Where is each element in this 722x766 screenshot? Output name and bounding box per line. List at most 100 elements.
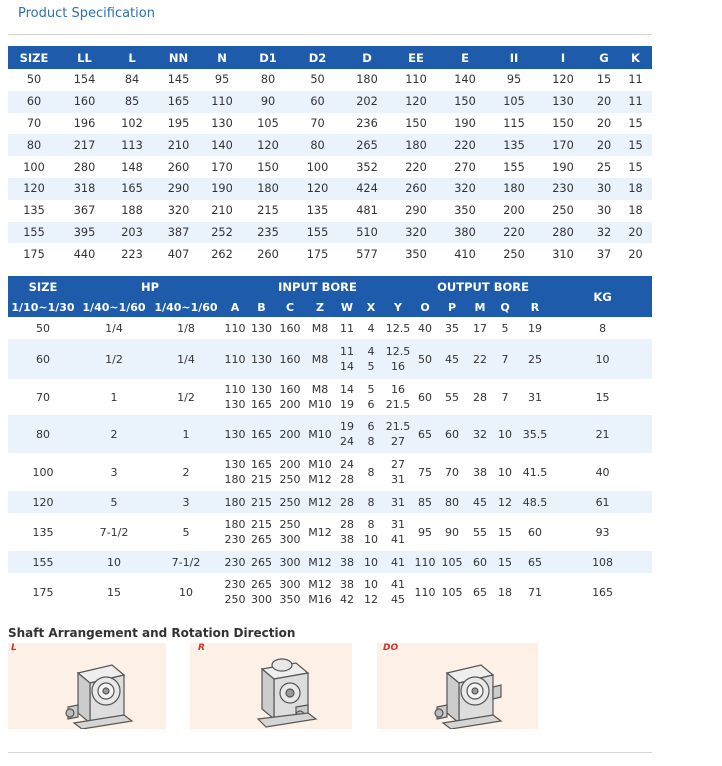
table-cell: 80 <box>8 415 78 453</box>
cell-line: 4 <box>367 321 375 335</box>
header-input-bore: INPUT BORE <box>222 276 414 297</box>
cell-line: 16 <box>391 360 406 373</box>
table-row: 80 2 1 130 165 200 M10 19 24 6 8 21.5 27 65 60 32 10 35.5… <box>8 415 653 453</box>
table-cell: 270 <box>454 160 476 174</box>
table-cell: 105 <box>491 90 537 113</box>
table-cell: 12.5 16 <box>383 339 414 379</box>
sub-header: X <box>359 297 383 317</box>
cell-line: 300 <box>279 533 301 546</box>
table-cell: 170 <box>537 134 589 157</box>
header-kg: KG <box>553 276 653 317</box>
table-row: 60 1/2 1/4 110 130 160 M8 11 14 4 5 12.5 16 50 45 22 7 25… <box>8 339 653 379</box>
table-cell: 190 <box>552 160 574 174</box>
table-cell: 203 <box>109 221 155 244</box>
table-cell: 105 <box>257 116 279 130</box>
table-row: 155 395 203 387 252 235 155 510 320 380 220 280 32 20 <box>8 221 652 244</box>
sub-header: O <box>413 297 438 317</box>
table-cell: 150 <box>552 116 574 130</box>
table-cell: 150 <box>439 90 491 113</box>
cell-line: M12 <box>308 578 332 591</box>
sub-header: M <box>467 297 494 317</box>
cell-line: 11 <box>340 321 354 335</box>
cell-line: M12 <box>308 525 332 539</box>
table-row: 70 1 1/2 110 130 130 165 160 200 M8 M10 14 19 5 6 16 21.… <box>8 379 652 415</box>
table-cell: 24 28 <box>335 453 359 491</box>
table-cell: 1/4 <box>150 339 222 379</box>
table-cell: 12 <box>493 491 518 513</box>
table-cell: 200 <box>275 415 305 453</box>
cell-line: 130 <box>251 383 272 396</box>
cell-line: M10 <box>308 427 332 441</box>
sub-header: 1/40~1/60 <box>78 297 150 317</box>
table-cell: 8 10 <box>359 513 383 551</box>
cell-line: 21.5 <box>385 398 411 411</box>
table-cell: 75 <box>418 465 433 479</box>
table-cell: 10 <box>179 585 193 599</box>
col-header: NN <box>155 46 202 69</box>
table-cell: 210 <box>211 204 233 218</box>
table-cell: 80 <box>437 491 468 513</box>
table-cell: 1/2 <box>177 390 195 404</box>
col-header: E <box>439 46 491 69</box>
cell-line: 42 <box>340 593 354 606</box>
table-cell: 188 <box>121 204 143 218</box>
table-cell: 11 <box>619 90 652 113</box>
table-cell: 120 <box>242 134 294 157</box>
table-cell: 300 350 <box>275 573 305 611</box>
table-cell: 85 <box>109 90 155 113</box>
table-cell: 32 <box>589 221 619 244</box>
table-cell: 105 <box>441 585 463 599</box>
table-cell: 31 41 <box>383 513 413 551</box>
cell-line: 180 <box>224 473 246 486</box>
table-cell: 61 <box>553 491 653 513</box>
cell-line: 215 <box>251 473 272 486</box>
cell-line: 28 <box>340 473 354 486</box>
table-cell: 260 <box>167 160 190 174</box>
table-cell: 235 <box>242 221 294 244</box>
shaft-panel-r: R <box>190 643 352 729</box>
cell-line: 38 <box>340 533 354 546</box>
table-cell: 120 <box>393 90 439 113</box>
table-cell: M12 <box>305 513 335 551</box>
table-cell: 3 <box>110 465 118 479</box>
table-cell: 150 <box>405 116 427 130</box>
cell-line: 110 <box>224 352 246 366</box>
cell-line: 27 <box>391 435 406 448</box>
col-header: D1 <box>242 46 294 69</box>
table-row: 175 15 10 230 250 265 300 300 350 M12 M16 38 42 10 12 4… <box>8 573 652 611</box>
table-cell: 120 <box>552 73 574 87</box>
cell-line: 10 <box>364 533 378 546</box>
cell-line: 250 <box>279 495 301 509</box>
panel-label-do: DO <box>383 643 399 653</box>
col-header: K <box>619 46 652 69</box>
cell-line: 265 <box>251 555 272 569</box>
table-cell: 2 <box>78 415 150 453</box>
cell-line: 265 <box>251 533 272 546</box>
table-cell: 130 <box>248 317 275 339</box>
cell-line: 250 <box>224 593 246 606</box>
table-cell: 110 <box>222 339 248 379</box>
table-cell: 38 42 <box>335 573 359 611</box>
table-cell: 55 <box>445 390 460 404</box>
table-cell: 135 <box>32 525 54 539</box>
cell-line: 230 <box>224 578 246 591</box>
table-cell: 265 300 <box>248 573 275 611</box>
table-cell: 70 <box>26 116 42 130</box>
table-cell: 110 <box>413 551 438 573</box>
table-cell: 180 <box>393 134 439 157</box>
table-cell: 155 <box>294 221 341 244</box>
table-cell: 70 <box>445 465 460 479</box>
table-cell: M8 <box>305 339 335 379</box>
sub-header: C <box>275 297 305 317</box>
cell-line: 230 <box>224 555 246 569</box>
cell-line: 16 <box>391 383 406 396</box>
table-row: 50 154 84 145 95 80 50 180 110 140 95 120 15 11 <box>8 69 652 91</box>
table-cell: 120 <box>8 491 78 513</box>
table-cell: 85 <box>413 491 438 513</box>
table-row: 120 318 165 290 190 180 120 424 260 320 180 230 30 18 <box>8 177 652 200</box>
table-cell: 95 <box>506 73 522 87</box>
table-cell: 8 <box>359 491 383 513</box>
sub-header: R <box>517 297 554 317</box>
table-cell: 7 <box>501 390 509 404</box>
gear-reducer-left-icon <box>65 664 134 729</box>
